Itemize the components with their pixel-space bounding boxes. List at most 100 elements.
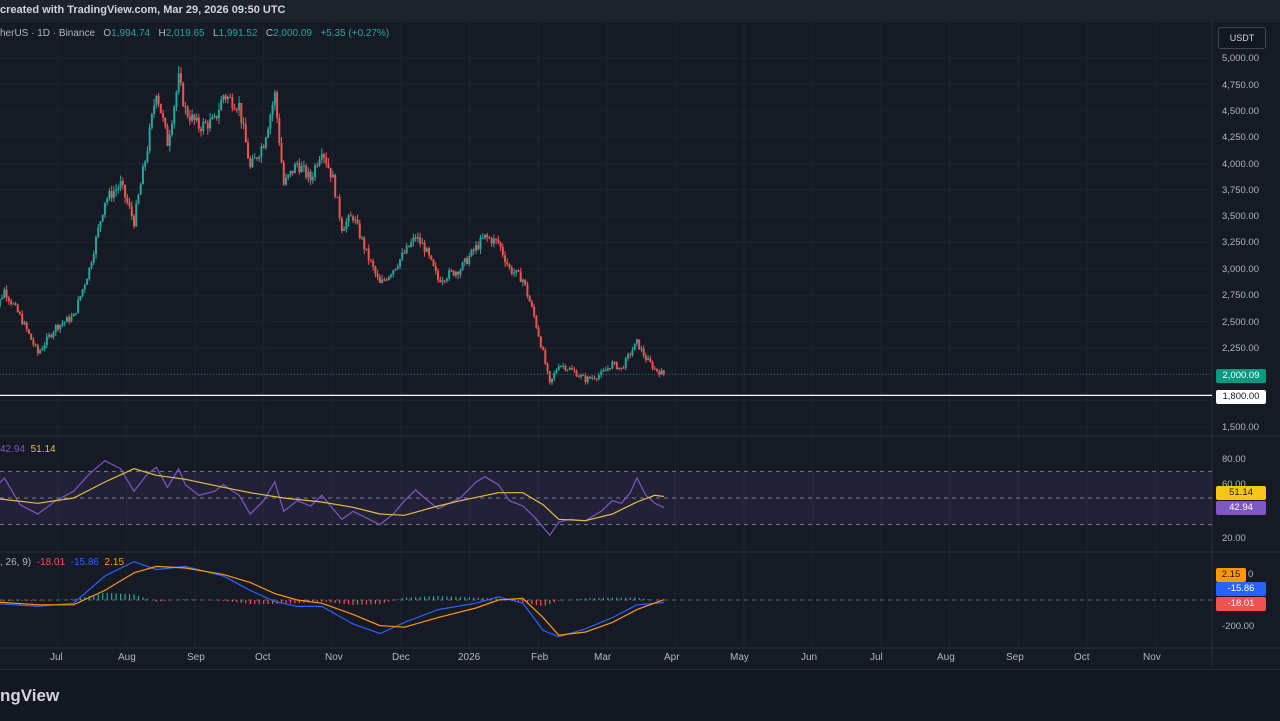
candle-body [23, 322, 26, 325]
candle-body [137, 194, 140, 204]
candle-body [479, 238, 482, 250]
macd-legend-signal: 2.15 [104, 557, 125, 568]
rsi-axis-label: 20.00 [1222, 533, 1246, 544]
candle-body [441, 280, 444, 283]
candle-body [486, 234, 489, 238]
level-price-tag[interactable]: 1,800.00 [1216, 390, 1266, 404]
candle-body [334, 174, 337, 197]
candle-body [238, 102, 241, 110]
candle-body [255, 157, 258, 159]
candle-body [72, 313, 75, 317]
candle-body [213, 115, 216, 117]
candle-body [432, 259, 435, 267]
candle-body [318, 159, 321, 166]
candle-body [57, 325, 59, 330]
candle-body [439, 279, 442, 283]
price-axis-label: 3,500.00 [1222, 211, 1259, 222]
candle-body [39, 350, 42, 354]
time-axis-label: Jul [50, 652, 63, 663]
time-axis-label: Aug [937, 652, 955, 663]
candle-body [103, 202, 106, 215]
candle-body [405, 245, 408, 254]
candle-body [640, 348, 643, 350]
macd-axis-label: -200.00 [1222, 621, 1255, 632]
symbol-label[interactable]: herUS · 1D · Binance [0, 28, 96, 39]
candle-body [27, 329, 30, 334]
candle-body [280, 142, 283, 163]
candle-body [148, 127, 151, 152]
candle-body [83, 284, 86, 290]
candle-body [410, 242, 413, 247]
time-axis-label: 2026 [458, 652, 481, 663]
candle-body [186, 107, 189, 117]
price-chart[interactable] [0, 0, 1280, 668]
candle-body [649, 358, 652, 363]
time-axis-label: Oct [255, 652, 271, 663]
candle-body [184, 106, 187, 108]
candle-body [618, 367, 621, 370]
rsi-ma-tag: 51.14 [1216, 486, 1266, 500]
candle-body [372, 261, 375, 267]
price-axis-label: 3,250.00 [1222, 237, 1259, 248]
candle-body [229, 96, 232, 98]
price-axis-label: 4,500.00 [1222, 106, 1259, 117]
candle-body [16, 304, 19, 313]
candle-body [233, 108, 236, 110]
candle-body [146, 151, 149, 162]
candle-body [1, 297, 4, 300]
candle-body [515, 270, 518, 273]
candle-body [457, 271, 460, 275]
candle-body [269, 115, 272, 129]
candle-body [658, 371, 661, 375]
candle-body [584, 375, 587, 383]
candle-body [519, 271, 522, 283]
candle-body [166, 126, 169, 147]
candle-body [343, 228, 346, 231]
candle-body [656, 368, 659, 372]
candle-body [81, 289, 84, 297]
candle-body [260, 146, 263, 157]
candle-body [452, 270, 455, 276]
currency-button[interactable]: USDT [1218, 27, 1266, 49]
candle-body [564, 365, 567, 371]
candle-body [387, 276, 390, 281]
candle-body [50, 334, 53, 338]
candle-body [32, 339, 35, 345]
candle-body [217, 110, 220, 119]
candle-body [133, 215, 135, 227]
footer: ngView [0, 669, 1280, 721]
candle-body [110, 191, 113, 199]
price-axis-label: 4,750.00 [1222, 80, 1259, 91]
candle-body [463, 258, 466, 263]
candle-body [582, 375, 585, 377]
candle-body [401, 252, 404, 260]
candle-body [609, 368, 612, 370]
candle-body [323, 154, 325, 158]
candle-body [430, 255, 433, 260]
candle-body [139, 184, 142, 195]
candle-body [117, 187, 120, 190]
candle-body [660, 370, 663, 375]
candle-body [253, 157, 256, 159]
candle-body [220, 99, 223, 111]
candle-body [653, 368, 656, 370]
candle-body [535, 315, 538, 328]
candle-body [381, 279, 384, 283]
candle-body [101, 214, 104, 222]
rsi-legend-value: 42.94 [0, 444, 26, 455]
candle-body [566, 369, 569, 371]
candle-body [43, 344, 46, 349]
candle-body [586, 376, 589, 383]
candle-body [358, 223, 361, 239]
candle-body [562, 365, 565, 367]
candle-body [428, 248, 431, 256]
candle-body [602, 370, 605, 372]
candle-body [501, 247, 504, 256]
candle-body [508, 264, 511, 268]
candle-body [421, 243, 424, 245]
candle-body [200, 128, 203, 131]
candle-body [553, 373, 556, 379]
candle-body [394, 268, 397, 271]
candle-body [483, 234, 486, 239]
price-axis-label: 3,000.00 [1222, 264, 1259, 275]
